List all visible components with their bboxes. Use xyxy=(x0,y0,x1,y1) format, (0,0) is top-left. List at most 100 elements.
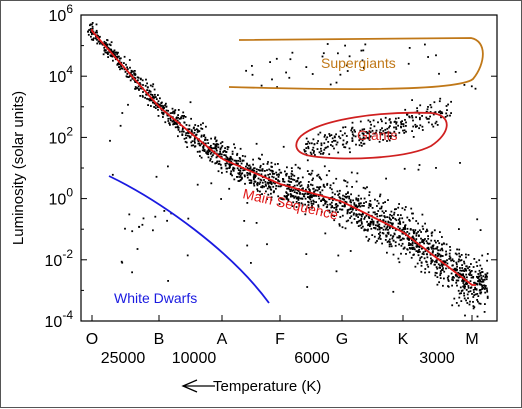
star-point xyxy=(472,296,475,298)
star-point xyxy=(461,267,464,269)
star-point xyxy=(355,143,357,146)
star-point xyxy=(167,280,169,282)
star-point xyxy=(479,292,482,294)
star-point xyxy=(415,250,418,252)
star-point xyxy=(277,163,279,165)
star-point xyxy=(390,243,392,246)
star-point xyxy=(141,94,144,97)
star-point xyxy=(440,116,442,119)
star-point xyxy=(455,253,458,256)
star-point xyxy=(321,198,324,201)
star-point xyxy=(348,55,351,58)
star-point xyxy=(447,103,449,106)
star-point xyxy=(226,146,229,148)
star-point xyxy=(225,155,228,158)
star-point xyxy=(319,131,322,134)
star-point xyxy=(345,185,348,188)
star-point xyxy=(151,85,154,88)
star-point xyxy=(379,231,381,234)
star-point xyxy=(335,133,337,136)
star-point xyxy=(149,93,152,96)
star-point xyxy=(388,238,391,241)
star-point xyxy=(330,201,333,204)
star-point xyxy=(188,128,191,131)
star-point xyxy=(215,148,218,150)
star-point xyxy=(186,134,189,137)
star-point xyxy=(425,260,427,263)
star-point xyxy=(292,201,295,204)
star-point xyxy=(299,191,301,194)
star-point xyxy=(166,114,169,117)
star-point xyxy=(455,274,457,277)
star-point xyxy=(485,278,488,281)
star-point xyxy=(230,170,233,173)
star-point xyxy=(293,174,296,177)
star-point xyxy=(425,230,427,233)
star-points xyxy=(87,22,489,318)
y-axis-title: Luminosity (solar units) xyxy=(10,91,27,245)
star-point xyxy=(327,141,330,143)
star-point xyxy=(107,46,109,49)
star-point xyxy=(411,244,414,247)
star-point xyxy=(484,276,487,279)
star-point xyxy=(388,241,391,243)
star-point xyxy=(286,166,288,169)
star-point xyxy=(403,228,406,230)
star-point xyxy=(246,167,249,169)
star-point xyxy=(393,126,395,129)
star-point xyxy=(328,198,331,201)
star-point xyxy=(343,204,346,207)
star-point xyxy=(436,267,439,270)
star-point xyxy=(284,170,286,173)
star-point xyxy=(331,210,334,213)
star-point xyxy=(319,177,321,179)
star-point xyxy=(123,62,125,64)
star-point xyxy=(210,151,213,154)
star-point xyxy=(397,222,400,225)
star-point xyxy=(345,196,347,198)
star-point xyxy=(116,56,119,59)
star-point xyxy=(363,218,366,220)
star-point xyxy=(275,178,278,180)
star-point xyxy=(481,284,484,287)
star-point xyxy=(174,122,177,125)
star-point xyxy=(400,121,402,123)
star-point xyxy=(113,49,116,52)
star-point xyxy=(157,108,159,111)
spectral-class-label: O xyxy=(86,331,98,348)
star-point xyxy=(275,171,278,174)
star-point xyxy=(96,31,98,34)
star-point xyxy=(250,182,253,184)
star-point xyxy=(261,186,264,189)
star-point xyxy=(476,299,478,301)
star-point xyxy=(484,273,487,276)
star-point xyxy=(262,163,265,165)
star-point xyxy=(268,168,271,171)
star-point xyxy=(190,129,193,132)
star-point xyxy=(269,61,271,63)
star-point xyxy=(415,232,418,235)
star-point xyxy=(144,84,147,87)
star-point xyxy=(235,162,238,164)
star-point xyxy=(139,95,142,97)
star-point xyxy=(413,232,415,235)
star-point xyxy=(355,197,358,200)
star-point xyxy=(307,140,310,143)
star-point xyxy=(185,132,188,134)
star-point xyxy=(242,169,245,172)
star-point xyxy=(215,162,218,164)
star-point xyxy=(253,175,255,177)
star-point xyxy=(426,256,429,259)
star-point xyxy=(244,182,246,185)
star-point xyxy=(383,215,386,217)
star-point xyxy=(190,117,192,120)
star-point xyxy=(434,274,437,277)
star-point xyxy=(200,127,203,130)
star-point xyxy=(267,182,269,184)
star-point xyxy=(482,279,484,281)
star-point xyxy=(274,182,276,185)
star-point xyxy=(427,237,430,240)
star-point xyxy=(328,170,331,172)
star-point xyxy=(424,250,427,253)
star-point xyxy=(253,182,255,185)
